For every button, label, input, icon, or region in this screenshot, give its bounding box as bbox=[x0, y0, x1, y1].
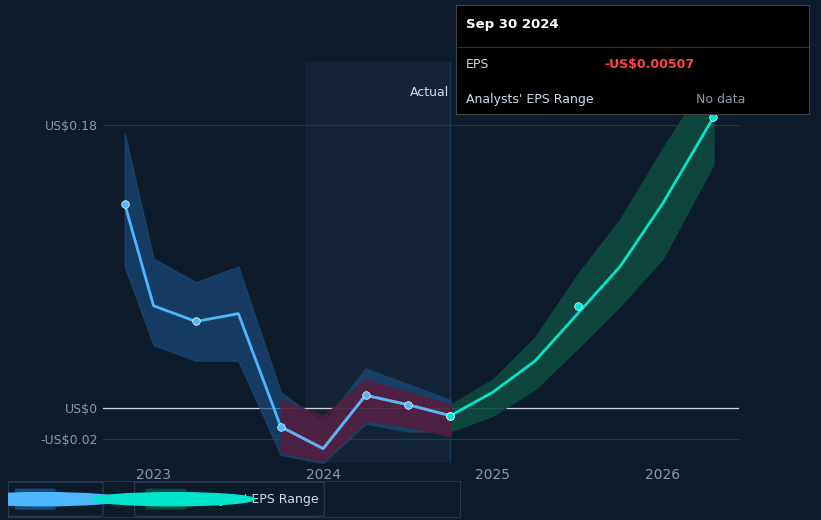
FancyBboxPatch shape bbox=[146, 489, 186, 510]
FancyBboxPatch shape bbox=[15, 489, 56, 510]
Bar bbox=[306, 62, 451, 463]
Text: Analysts' EPS Range: Analysts' EPS Range bbox=[466, 93, 594, 106]
FancyBboxPatch shape bbox=[135, 482, 324, 516]
Text: Analysts Forecasts: Analysts Forecasts bbox=[459, 86, 576, 99]
FancyBboxPatch shape bbox=[3, 482, 103, 516]
Text: Analysts' EPS Range: Analysts' EPS Range bbox=[191, 493, 319, 505]
Point bbox=[118, 200, 131, 208]
Text: EPS: EPS bbox=[466, 58, 489, 71]
Point bbox=[190, 317, 203, 326]
Point bbox=[444, 411, 457, 420]
Point bbox=[359, 391, 372, 399]
Text: EPS: EPS bbox=[60, 493, 84, 505]
Text: Actual: Actual bbox=[410, 86, 449, 99]
Point bbox=[707, 113, 720, 122]
Text: No data: No data bbox=[695, 93, 745, 106]
Point bbox=[401, 400, 415, 409]
Circle shape bbox=[92, 492, 255, 506]
Point bbox=[444, 411, 457, 420]
Text: -US$0.00507: -US$0.00507 bbox=[604, 58, 694, 71]
Text: Sep 30 2024: Sep 30 2024 bbox=[466, 18, 559, 31]
Point bbox=[571, 302, 585, 310]
Circle shape bbox=[0, 492, 123, 506]
Point bbox=[274, 423, 287, 431]
